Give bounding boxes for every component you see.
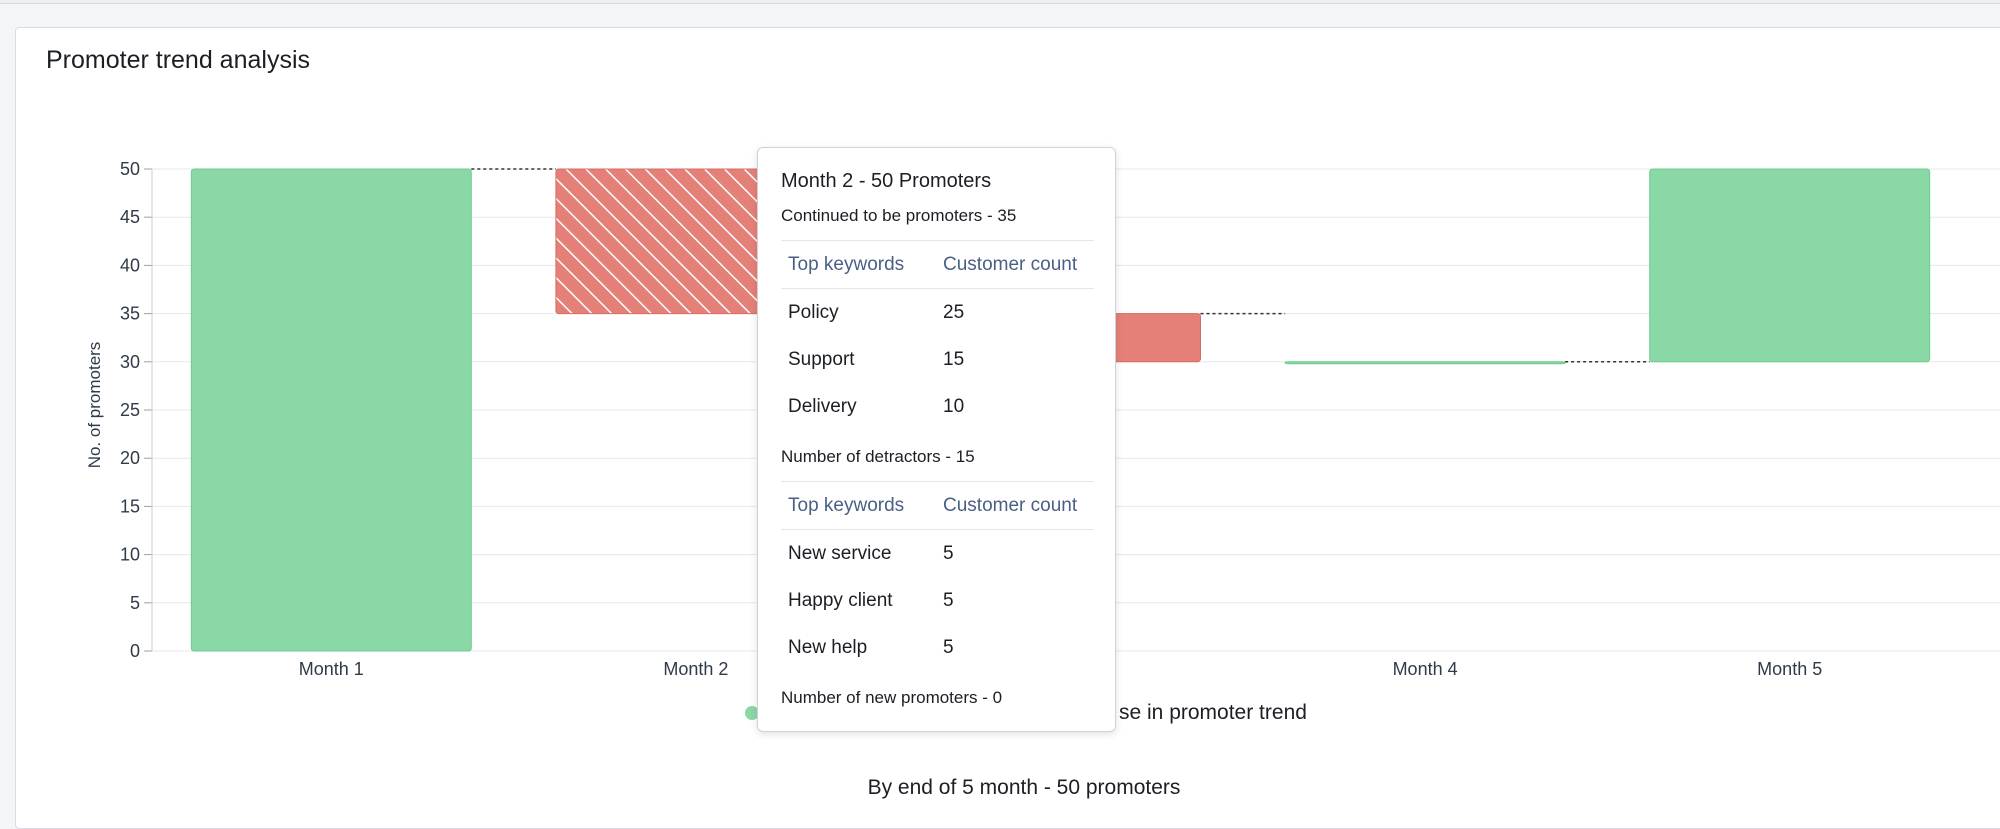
tooltip-title: Month 2 - 50 Promoters [781,170,992,192]
x-tick-label: Month 5 [1757,659,1822,679]
table-row: Delivery 10 [781,383,1094,430]
table-row: Support 15 [781,336,1094,383]
x-tick-label: Month 2 [663,659,728,679]
divider [781,529,1094,530]
keyword-cell: Delivery [788,395,857,417]
tooltip-new-promoters: Number of new promoters - 0 [781,688,1003,707]
header-keywords: Top keywords [788,253,905,275]
y-tick-label: 5 [130,593,140,613]
y-tick-label: 25 [120,400,140,420]
x-tick-label: Month 1 [299,659,364,679]
header-keywords: Top keywords [788,494,905,516]
keyword-cell: Happy client [788,589,893,611]
bar-month-1 [190,168,472,652]
keyword-cell: Policy [788,301,839,323]
count-cell: 10 [943,395,965,417]
legend[interactable]: se in promoter trend [745,700,1307,726]
top-bar [0,0,2000,4]
keyword-cell: New service [788,542,892,564]
legend-label: se in promoter trend [1119,701,1307,724]
y-tick-label: 35 [120,304,140,324]
table-row: New service 5 [781,530,1094,577]
x-tick-label: Month 4 [1393,659,1458,679]
tooltip-detractor-table: Top keywords Customer count New service … [781,481,1094,671]
table-header: Top keywords Customer count [781,482,1094,529]
tooltip-continued-table: Top keywords Customer count Policy 25 Su… [781,240,1094,430]
table-header: Top keywords Customer count [781,241,1094,288]
y-tick-label: 45 [120,207,140,227]
tooltip-continued: Continued to be promoters - 35 [781,206,1017,225]
table-row: Policy 25 [781,289,1094,336]
y-tick-label: 10 [120,545,140,565]
count-cell: 25 [943,301,965,323]
bar-month-5 [1649,168,1931,363]
header-count: Customer count [943,253,1078,275]
header-count: Customer count [943,494,1078,516]
y-tick-label: 20 [120,448,140,468]
table-row: Happy client 5 [781,577,1094,624]
chart-tooltip: Month 2 - 50 Promoters Continued to be p… [757,147,1116,732]
count-cell: 15 [943,348,965,370]
keyword-cell: New help [788,636,868,658]
legend-swatch-increase [745,706,759,720]
summary-text: By end of 5 month - 50 promoters [867,776,1181,799]
table-row: New help 5 [781,624,1094,671]
y-tick-label: 30 [120,352,140,372]
y-tick-label: 40 [120,255,140,275]
y-tick-label: 15 [120,496,140,516]
y-tick-label: 50 [120,159,140,179]
bar-month-4 [1284,361,1566,365]
count-cell: 5 [943,636,954,658]
y-tick-label: 0 [130,641,140,661]
card-title: Promoter trend analysis [46,46,311,74]
divider [781,481,1094,482]
y-axis-title: No. of promoters [85,342,104,469]
divider [781,288,1094,289]
tooltip-detractors: Number of detractors - 15 [781,447,975,466]
count-cell: 5 [943,542,954,564]
count-cell: 5 [943,589,954,611]
divider [781,240,1094,241]
keyword-cell: Support [788,348,855,370]
